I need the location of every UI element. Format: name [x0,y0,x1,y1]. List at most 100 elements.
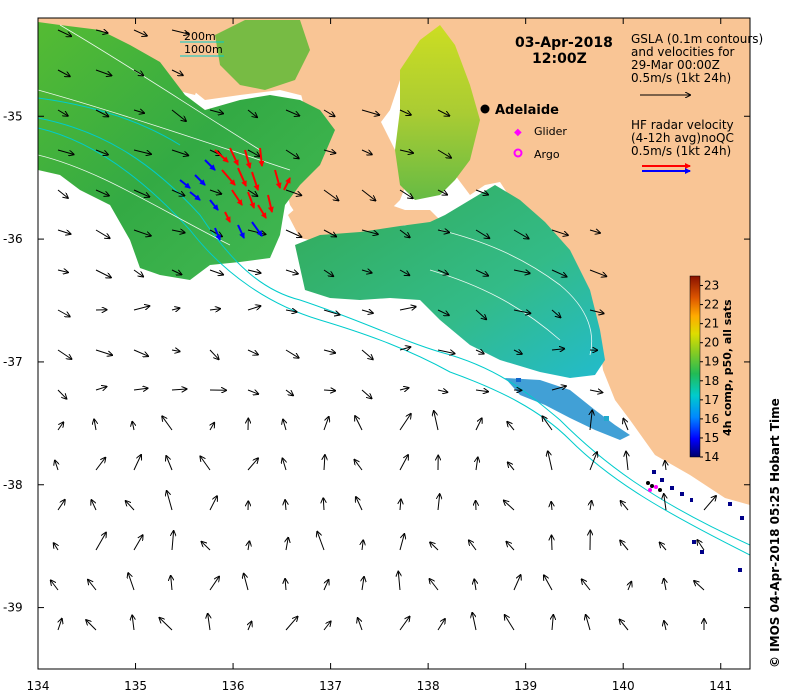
velocity-arrow [171,308,179,310]
velocity-arrow [54,543,58,551]
colorbar-tick-label: 14 [704,450,719,464]
velocity-arrow [551,349,564,350]
velocity-arrow [437,109,449,116]
colorbar-tick-label: 22 [704,298,719,312]
velocity-arrow [399,269,409,275]
velocity-arrow [437,309,449,315]
velocity-arrow [323,622,331,631]
velocity-arrow [95,109,108,116]
velocity-arrow [323,309,339,315]
velocity-arrow [590,411,592,431]
velocity-arrow [248,541,249,551]
velocity-arrow [475,390,488,392]
velocity-arrow [133,229,151,236]
velocity-arrow [399,347,410,350]
velocity-arrow [285,149,299,158]
radar-arrow [258,147,265,167]
x-tick-label: 141 [709,679,732,693]
imos-credit: © IMOS 04-Apr-2018 05:25 Hobart Time [768,398,782,668]
velocity-arrow [209,496,217,511]
velocity-arrow [133,269,143,277]
velocity-arrow [361,109,379,115]
velocity-arrow [128,573,135,591]
glider-label: Glider [534,125,567,138]
radar-arrow [224,211,231,223]
velocity-arrow [551,386,566,391]
velocity-arrow [590,501,592,511]
gsla-legend-line2: and velocities for [631,45,735,59]
velocity-arrow [582,579,591,591]
velocity-arrow [323,189,338,200]
radar-arrow [283,177,291,191]
velocity-arrow [209,309,220,310]
colorbar-label: 4h comp, p50, all sats [721,299,734,436]
velocity-arrow [57,422,63,431]
gsla-legend-line4: 0.5m/s (1kt 24h) [631,71,731,85]
argo-marker [513,148,523,158]
x-axis: 134 135 136 137 138 139 140 141 [27,18,732,693]
velocity-arrow [504,501,515,511]
velocity-arrow [57,229,71,234]
adelaide-marker [480,104,490,114]
argo-label: Argo [534,148,560,161]
velocity-arrow [323,109,335,116]
y-tick-label: -35 [3,109,23,123]
velocity-arrow [626,452,628,471]
velocity-arrow [355,416,363,431]
velocity-arrow [589,230,600,233]
velocity-arrow [697,540,705,551]
y-tick-label: -37 [3,355,23,369]
velocity-arrow [94,420,96,431]
velocity-arrow [171,69,183,75]
velocity-arrow [286,538,288,551]
radar-arrow [237,167,247,187]
radar-arrow [274,169,282,189]
velocity-arrow [362,577,364,591]
velocity-arrow [400,500,401,511]
radar-legend-line2: (4-12h avg)noQC [631,131,734,145]
velocity-arrow [703,496,716,511]
radar-arrow [194,174,206,186]
velocity-arrow [95,229,110,238]
plot-frame [37,17,751,670]
velocity-arrow [476,458,478,471]
radar-arrow [237,224,245,239]
radar-arrow [214,227,221,241]
radar-arrow [179,179,191,189]
velocity-arrow [361,389,372,398]
velocity-arrow [200,457,211,471]
velocity-arrow [57,389,66,399]
velocity-arrow [285,189,301,195]
velocity-arrow [171,230,185,233]
velocity-arrow [507,422,515,431]
velocity-arrow [469,540,477,551]
velocity-arrow [285,389,293,395]
x-tick-label: 138 [417,679,440,693]
velocity-arrow [472,613,477,631]
velocity-arrow [167,491,173,511]
gsla-legend-line3: 29-Mar 00:00Z [631,58,720,72]
velocity-arrow [95,349,112,355]
colorbar-tick-label: 15 [704,431,719,445]
velocity-arrow [507,542,515,551]
velocity-arrow [317,532,325,551]
velocity-arrow [247,390,258,394]
velocity-arrow [57,69,70,76]
velocity-arrow [474,579,476,591]
velocity-arrow [664,494,666,511]
radar-arrow [267,194,274,213]
velocity-arrow [399,109,411,115]
velocity-arrow [361,229,378,234]
velocity-arrow [589,310,604,313]
velocity-arrow [209,577,219,591]
velocity-arrow [323,417,329,431]
velocity-arrow [247,149,260,156]
adelaide-label: Adelaide [495,103,559,118]
colorbar-tick-label: 20 [704,336,719,350]
velocity-arrow [551,229,568,235]
velocity-arrow [505,615,515,631]
velocity-arrow [586,615,591,631]
velocity-arrow [95,149,108,155]
y-tick-label: -36 [3,232,23,246]
velocity-arrow [247,306,260,311]
